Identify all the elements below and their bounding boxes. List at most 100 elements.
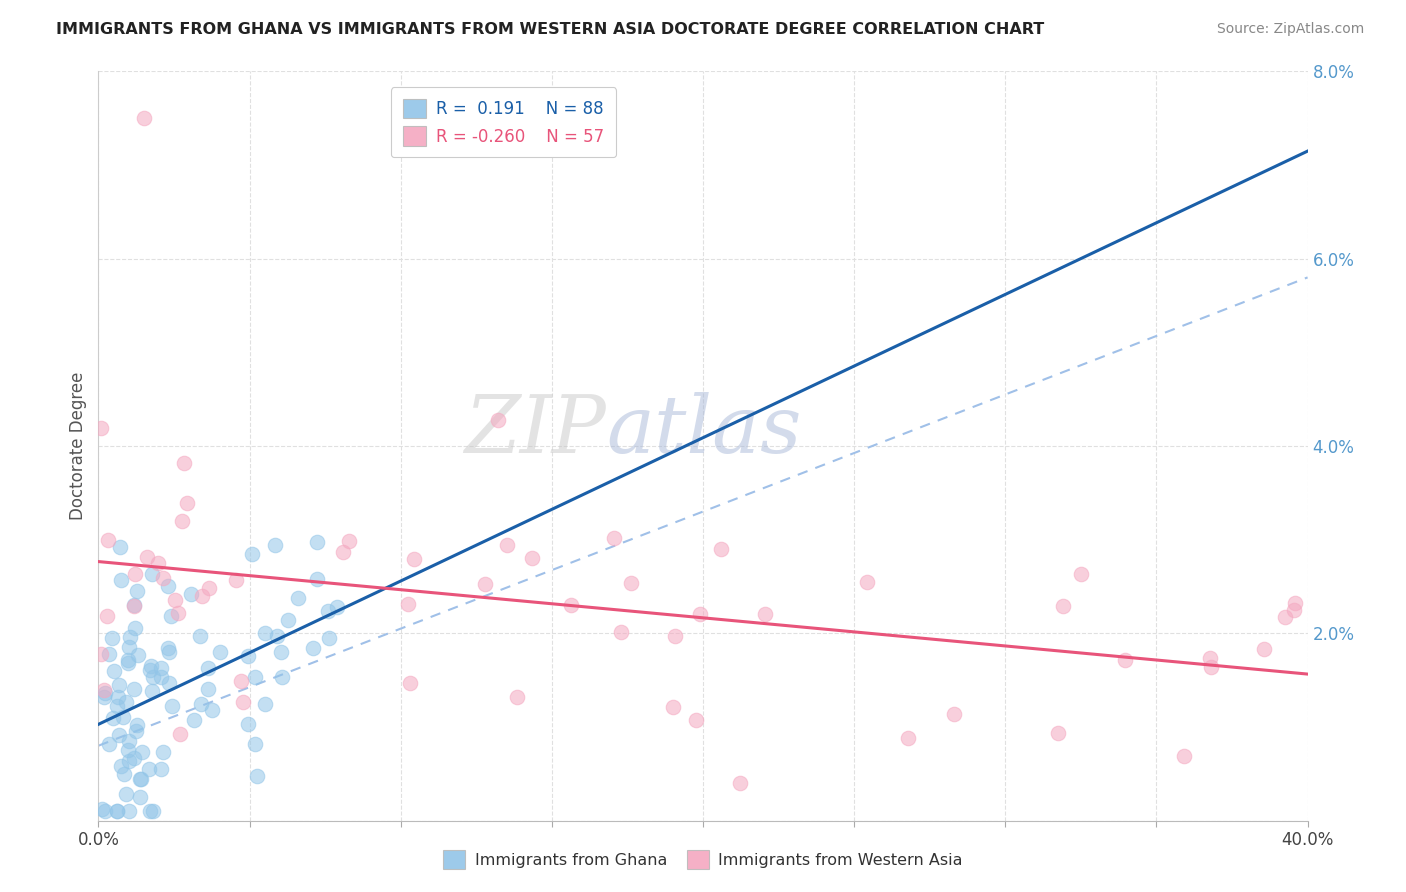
- Point: [167, 606, 190, 620]
- Point: [127, 583, 149, 598]
- Point: [326, 600, 349, 615]
- Point: [125, 724, 148, 739]
- Point: [190, 589, 212, 603]
- Text: IMMIGRANTS FROM GHANA VS IMMIGRANTS FROM WESTERN ASIA DOCTORATE DEGREE CORRELATI: IMMIGRANTS FROM GHANA VS IMMIGRANTS FROM…: [56, 22, 1045, 37]
- Point: [103, 664, 125, 678]
- Point: [117, 754, 139, 768]
- Point: [142, 670, 165, 684]
- Point: [108, 728, 131, 742]
- Point: [90, 421, 112, 435]
- Point: [127, 648, 149, 663]
- Point: [108, 540, 131, 554]
- Point: [664, 629, 686, 643]
- Point: [245, 737, 267, 751]
- Point: [710, 542, 733, 557]
- Point: [97, 648, 120, 662]
- Point: [1274, 609, 1296, 624]
- Point: [107, 804, 129, 818]
- Point: [337, 534, 360, 549]
- Point: [240, 547, 263, 561]
- Point: [117, 653, 139, 667]
- Point: [662, 699, 685, 714]
- Point: [111, 710, 134, 724]
- Point: [139, 663, 162, 677]
- Point: [156, 579, 179, 593]
- Point: [157, 640, 180, 655]
- Point: [1070, 566, 1092, 581]
- Point: [685, 714, 707, 728]
- Point: [125, 718, 148, 732]
- Point: [98, 737, 121, 751]
- Point: [142, 805, 165, 819]
- Point: [94, 685, 117, 699]
- Point: [270, 669, 292, 683]
- Point: [160, 608, 183, 623]
- Point: [201, 703, 224, 717]
- Point: [396, 598, 419, 612]
- Point: [159, 676, 181, 690]
- Point: [728, 775, 751, 789]
- Point: [197, 681, 219, 696]
- Point: [190, 697, 212, 711]
- Point: [287, 591, 309, 605]
- Point: [1284, 597, 1306, 611]
- Point: [1201, 660, 1223, 674]
- Point: [157, 645, 180, 659]
- Point: [112, 767, 135, 781]
- Point: [225, 573, 247, 587]
- Point: [110, 573, 132, 587]
- Point: [183, 713, 205, 727]
- Point: [124, 621, 146, 635]
- Point: [105, 699, 128, 714]
- Point: [1114, 653, 1136, 667]
- Point: [236, 649, 259, 664]
- Point: [93, 690, 115, 704]
- Point: [332, 545, 354, 559]
- Point: [197, 661, 219, 675]
- Point: [94, 805, 117, 819]
- Point: [128, 772, 150, 786]
- Point: [209, 645, 232, 659]
- Point: [149, 670, 172, 684]
- Point: [107, 678, 129, 692]
- Point: [1282, 603, 1305, 617]
- Point: [238, 717, 260, 731]
- Point: [897, 731, 920, 745]
- Point: [90, 647, 112, 661]
- Point: [96, 609, 118, 624]
- Point: [117, 742, 139, 756]
- Point: [97, 533, 120, 548]
- Point: [245, 670, 267, 684]
- Point: [231, 673, 253, 688]
- Point: [609, 625, 631, 640]
- Point: [560, 598, 582, 612]
- Point: [307, 535, 329, 549]
- Point: [90, 801, 112, 815]
- Point: [117, 657, 139, 671]
- Point: [277, 613, 299, 627]
- Point: [253, 697, 276, 711]
- Point: [149, 661, 172, 675]
- Point: [316, 604, 339, 618]
- Text: Source: ZipAtlas.com: Source: ZipAtlas.com: [1216, 22, 1364, 37]
- Point: [129, 772, 152, 787]
- Point: [139, 805, 162, 819]
- Point: [1052, 599, 1074, 614]
- Point: [152, 572, 174, 586]
- Point: [115, 695, 138, 709]
- Point: [856, 575, 879, 590]
- Point: [107, 690, 129, 704]
- Point: [232, 695, 254, 709]
- Point: [689, 607, 711, 622]
- Point: [506, 690, 529, 704]
- Point: [110, 759, 132, 773]
- Point: [118, 733, 141, 747]
- Point: [118, 805, 141, 819]
- Point: [173, 456, 195, 470]
- Point: [152, 745, 174, 759]
- Point: [131, 745, 153, 759]
- Point: [188, 629, 211, 643]
- Point: [264, 538, 287, 552]
- Point: [1253, 642, 1275, 657]
- Point: [163, 592, 186, 607]
